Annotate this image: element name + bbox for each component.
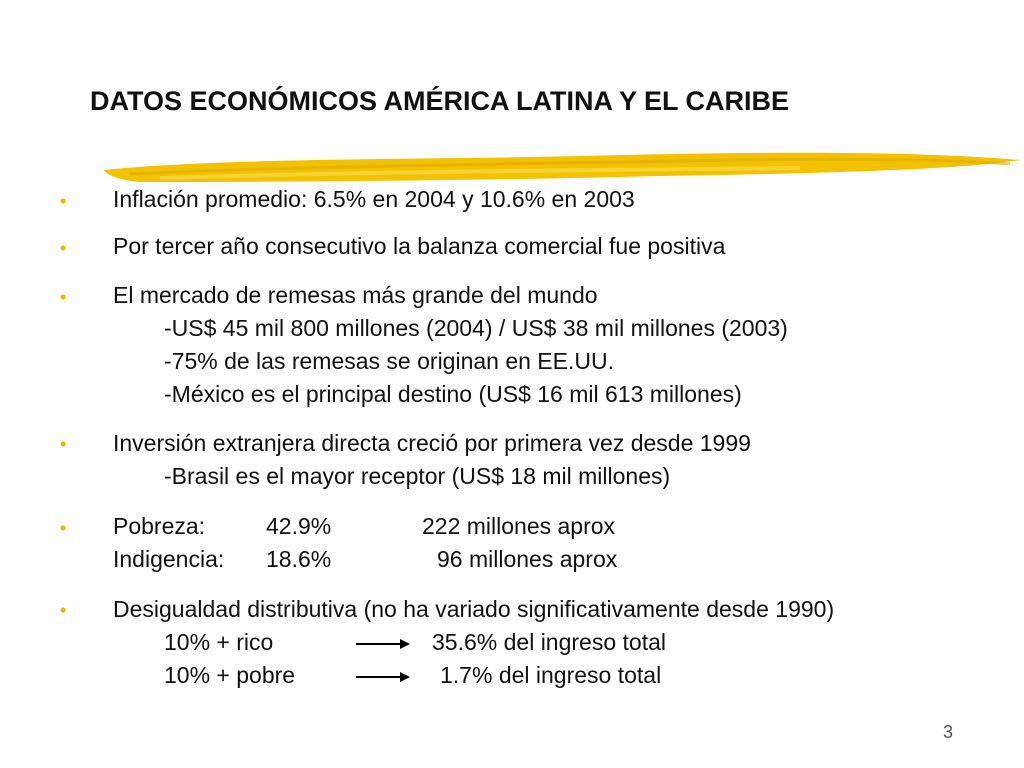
right-arrow-icon xyxy=(356,671,410,682)
remittances-heading: El mercado de remesas más grande del mun… xyxy=(113,282,598,308)
bullet-item-trade-balance: Por tercer año consecutivo la balanza co… xyxy=(113,233,726,259)
poverty-label: Pobreza: xyxy=(113,513,206,539)
bullet-icon: • xyxy=(60,434,67,454)
bullet-item-poverty: Pobreza: 42.9% 222 millones aprox Indigenc… xyxy=(113,510,617,576)
slide-title: DATOS ECONÓMICOS AMÉRICA LATINA Y EL CAR… xyxy=(90,86,790,116)
indigence-value: 96 millones aprox xyxy=(437,546,618,572)
rich-label: 10% + rico xyxy=(164,629,274,655)
investment-sub-1: -Brasil es el mayor receptor (US$ 18 mil… xyxy=(164,463,671,489)
indigence-pct: 18.6% xyxy=(266,546,332,572)
poor-label: 10% + pobre xyxy=(164,662,296,688)
poor-value: 1.7% del ingreso total xyxy=(440,662,662,688)
decorative-brush-stroke xyxy=(104,152,1020,182)
bullet-item-inflation: Inflación promedio: 6.5% en 2004 y 10.6%… xyxy=(113,186,635,212)
remittances-sub-1: -US$ 45 mil 800 millones (2004) / US$ 38… xyxy=(164,315,788,341)
investment-heading: Inversión extranjera directa creció por … xyxy=(113,430,751,456)
bullet-icon: • xyxy=(60,191,67,211)
bullet-item-investment: Inversión extranjera directa creció por … xyxy=(113,427,751,493)
remittances-sub-3: -México es el principal destino (US$ 16 … xyxy=(164,381,742,407)
bullet-icon: • xyxy=(60,238,67,258)
indigence-label: Indigencia: xyxy=(113,546,225,572)
remittances-sub-2: -75% de las remesas se originan en EE.UU… xyxy=(164,348,614,374)
poverty-pct: 42.9% xyxy=(266,513,332,539)
right-arrow-icon xyxy=(356,638,410,649)
poverty-value: 222 millones aprox xyxy=(422,513,616,539)
bullet-item-inequality: Desigualdad distributiva (no ha variado … xyxy=(113,593,834,692)
inequality-heading: Desigualdad distributiva (no ha variado … xyxy=(113,596,835,622)
inequality-poor-row: 10% + pobre 1.7% del ingreso total xyxy=(113,659,834,692)
rich-value: 35.6% del ingreso total xyxy=(432,629,666,655)
inequality-rich-row: 10% + rico 35.6% del ingreso total xyxy=(113,626,834,659)
page-number: 3 xyxy=(943,722,954,742)
bullet-icon: • xyxy=(60,518,67,538)
bullet-icon: • xyxy=(60,600,67,620)
bullet-icon: • xyxy=(60,287,67,307)
bullet-item-remittances: El mercado de remesas más grande del mun… xyxy=(113,279,788,411)
